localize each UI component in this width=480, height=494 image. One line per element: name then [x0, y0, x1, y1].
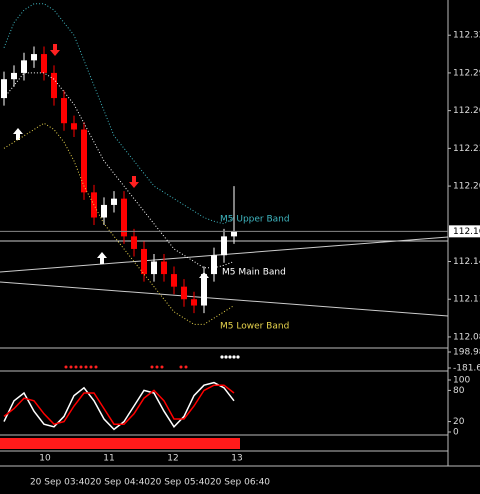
band-label: M5 Lower Band: [220, 322, 289, 332]
trend-line: [0, 281, 449, 317]
y-tick-label: 112.23: [453, 144, 480, 154]
band-line: [3, 3, 235, 225]
x-tick-label: 11: [103, 454, 114, 464]
y-tick-label: 100: [453, 376, 470, 386]
y-tick-label: 112.26: [453, 106, 480, 116]
candle-body: [111, 198, 117, 205]
oscillator-line: [3, 381, 235, 431]
candle-body: [41, 54, 47, 73]
signal-dots: [220, 355, 240, 359]
current-price-box: [449, 225, 480, 238]
band-line: [3, 122, 235, 325]
candle-body: [191, 299, 197, 306]
candle-body: [11, 72, 17, 80]
date-label: 20 Sep 03:40: [30, 478, 90, 488]
arrows: [13, 128, 209, 284]
signal-dots: [64, 365, 188, 369]
candle-body: [141, 248, 147, 275]
x-tick-label: 12: [167, 454, 178, 464]
y-tick-label: -181.69: [453, 364, 480, 374]
y-tick-label: 112.29: [453, 68, 480, 78]
candle-body: [171, 274, 177, 287]
y-tick-label: 80: [453, 386, 465, 396]
x-tick-label: 10: [39, 454, 51, 464]
candle-body: [231, 231, 237, 237]
y-tick-label: 0: [453, 428, 459, 438]
candle-body: [31, 54, 37, 61]
y-tick-label: 112.14: [453, 257, 480, 267]
date-label: 20 Sep 06:40: [210, 478, 270, 488]
date-label: 20 Sep 05:40: [150, 478, 210, 488]
oscillator-line: [3, 384, 235, 426]
candle-body: [221, 236, 227, 256]
candle-body: [1, 79, 7, 99]
x-tick-label: 13: [231, 454, 242, 464]
candle-body: [81, 129, 87, 193]
y-tick-label: 112.32: [453, 31, 480, 41]
candle-body: [71, 123, 77, 130]
candle-body: [161, 261, 167, 275]
candle-body: [21, 60, 27, 73]
candle-body: [151, 261, 157, 275]
band-line: [3, 72, 235, 269]
candle-body: [211, 255, 217, 275]
current-price-label: 112.16: [453, 227, 480, 237]
arrows: [50, 44, 139, 188]
candle-body: [51, 72, 57, 99]
candle-body: [101, 204, 107, 218]
band-label: M5 Upper Band: [220, 215, 290, 225]
y-tick-label: 198.98: [453, 348, 480, 358]
candle-body: [131, 236, 137, 249]
y-tick-label: 20: [453, 417, 465, 427]
band-label: M5 Main Band: [222, 268, 286, 278]
candle-body: [61, 98, 67, 124]
date-label: 20 Sep 04:40: [90, 478, 150, 488]
y-tick-label: 112.11: [453, 295, 480, 305]
candle-body: [121, 198, 127, 237]
y-tick-label: 112.08: [453, 332, 480, 342]
signal-strip: [0, 438, 240, 449]
candle-body: [181, 286, 187, 300]
candle-body: [201, 274, 207, 306]
y-tick-label: 112.20: [453, 182, 480, 192]
